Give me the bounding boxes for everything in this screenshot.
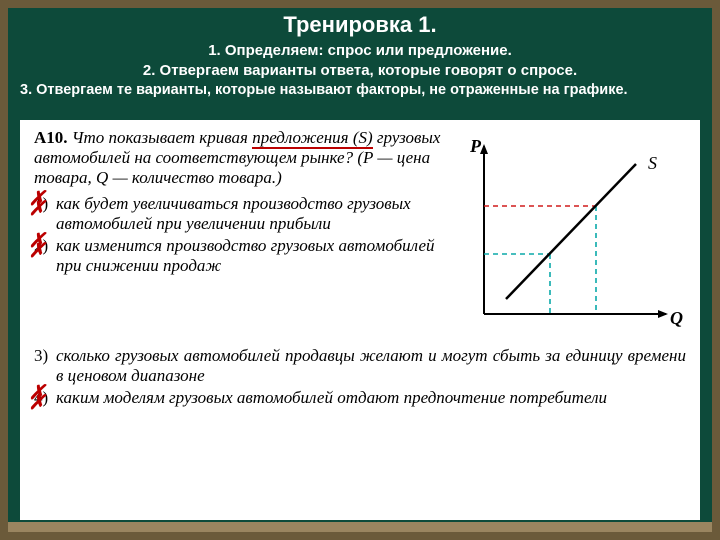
options-upper: ✗✗ 1) как будет увеличиваться производст… <box>34 194 444 276</box>
content-box: А10. Что показывает кривая предложения (… <box>20 120 700 520</box>
title: Тренировка 1. <box>8 12 712 38</box>
cross-mark-icon: ✗✗ <box>28 388 46 410</box>
header-line-2: 2. Отвергаем варианты ответа, которые го… <box>8 62 712 79</box>
option-2: ✗✗ 2) как изменится производство грузовы… <box>34 236 444 276</box>
option-1-text: как будет увеличиваться производство гру… <box>56 194 444 234</box>
cross-mark-icon: ✗✗ <box>28 236 46 258</box>
header-line-3: 3. Отвергаем те варианты, которые называ… <box>8 82 712 98</box>
option-2-text: как изменится производство грузовых авто… <box>56 236 444 276</box>
option-1: ✗✗ 1) как будет увеличиваться производст… <box>34 194 444 234</box>
question-label: А10. <box>34 128 68 147</box>
svg-text:P: P <box>469 136 482 156</box>
option-4-text: каким моделям грузовых автомобилей отдаю… <box>56 388 686 408</box>
cross-mark-icon: ✗✗ <box>28 194 46 216</box>
supply-chart: P Q S <box>456 134 686 344</box>
option-3-text: сколько грузовых автомобилей продавцы же… <box>56 346 686 386</box>
question-block: А10. Что показывает кривая предложения (… <box>34 128 444 344</box>
top-row: А10. Что показывает кривая предложения (… <box>34 128 686 344</box>
question-underlined: предложения (S) <box>252 128 372 149</box>
line3-rest: те варианты, которые называют факторы, н… <box>117 82 628 98</box>
svg-text:Q: Q <box>670 308 683 328</box>
options-lower: 3) сколько грузовых автомобилей продавцы… <box>34 346 686 410</box>
header-line-1: 1. Определяем: спрос или предложение. <box>8 42 712 59</box>
chart-svg: P Q S <box>456 134 686 344</box>
option-3-num: 3) <box>34 346 56 386</box>
question-before: Что показывает кривая <box>72 128 252 147</box>
chalk-tray <box>8 522 712 532</box>
line3-reject: Отвергаем <box>36 82 113 98</box>
svg-text:S: S <box>648 153 657 173</box>
line3-number: 3. <box>20 82 32 98</box>
slide-frame: Тренировка 1. 1. Определяем: спрос или п… <box>0 0 720 540</box>
option-3: 3) сколько грузовых автомобилей продавцы… <box>34 346 686 386</box>
option-4: ✗✗ 4) каким моделям грузовых автомобилей… <box>34 388 686 408</box>
chalkboard-header: Тренировка 1. 1. Определяем: спрос или п… <box>8 8 712 113</box>
